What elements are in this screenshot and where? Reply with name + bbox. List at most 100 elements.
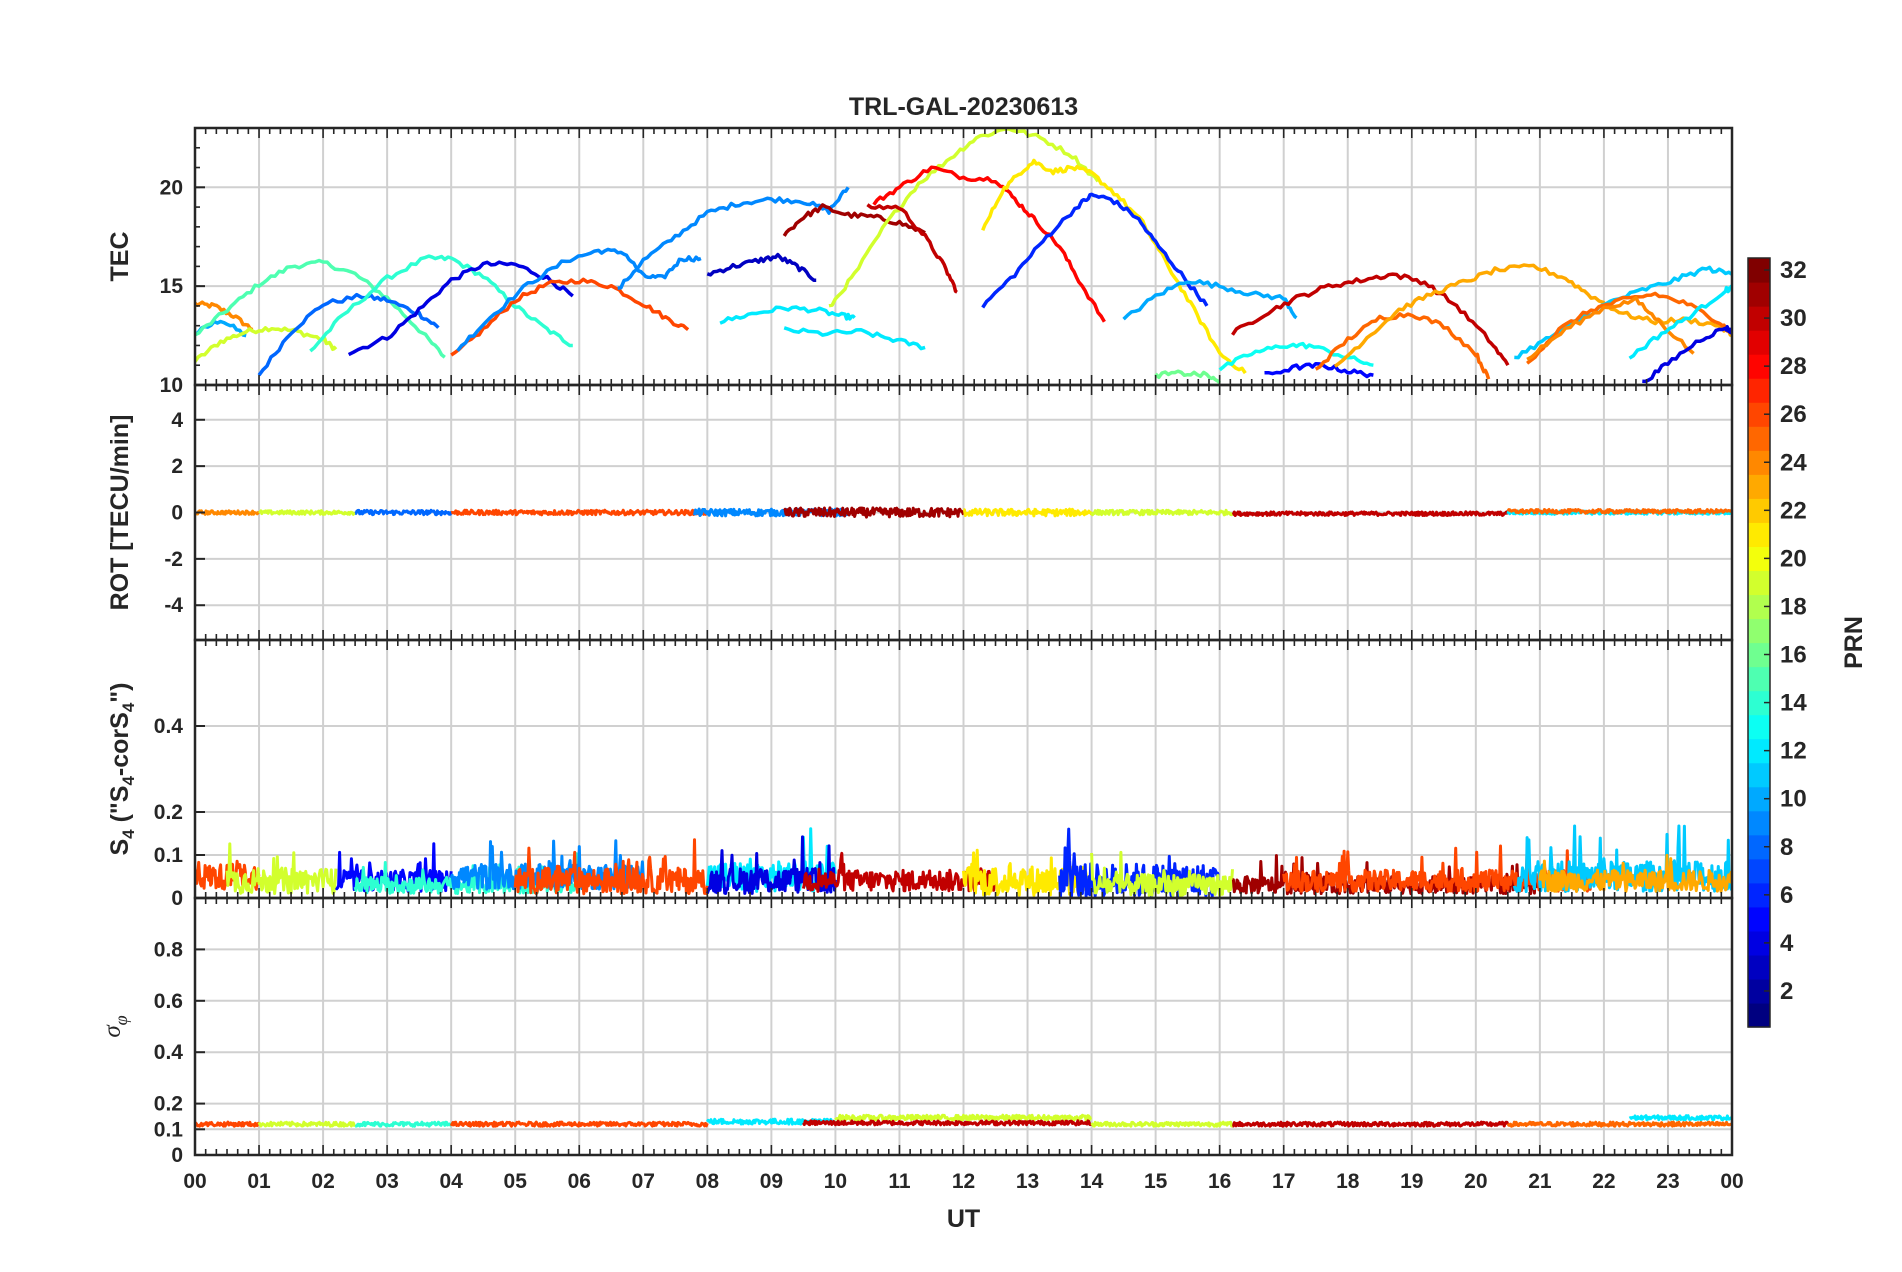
colorbar-segment [1748,402,1770,427]
tec-series-line [257,292,440,377]
colorbar-tick-label: 8 [1780,834,1793,861]
colorbar-segment [1748,594,1770,620]
s4-series-line [1058,827,1222,898]
x-axis-label: UT [947,1205,980,1233]
y-tick-label: -4 [164,594,183,617]
rot-series-line [354,508,453,517]
colorbar-tick-label: 10 [1780,786,1807,813]
colorbar-segment [1748,618,1770,644]
s4-series-line [225,842,338,896]
tec-series-line [828,128,1100,308]
panel-data [195,824,1732,898]
colorbar-segment [1748,786,1770,812]
x-tick-label: 21 [1528,1170,1552,1193]
panel-4: 0 0.10.2 0.4 0.6 0.8 σφ [99,896,1734,1167]
y-tick-label: 0.2 [154,801,183,824]
x-tick-label: 20 [1464,1170,1487,1193]
y-tick-label: 2 [171,455,183,478]
x-tick-label: 01 [247,1170,271,1193]
rot-series-line [258,509,357,516]
x-axis: 00 01 02 03 04 05 06 07 08 09 10 11 12 13 14 15 16 17 18 19… [183,1170,1743,1193]
colorbar-segment [1748,258,1770,283]
sigma-phi-series-line [802,1119,1093,1127]
colorbar-tick-label: 32 [1780,257,1807,284]
tec-series-line [1333,263,1732,368]
rot-series-line [195,509,261,516]
colorbar-tick-label: 26 [1780,401,1807,428]
sigma-phi-series-line [1090,1120,1234,1128]
sigma-phi-series-line [449,1120,709,1128]
tec-series-line [1642,324,1732,384]
x-tick-label: 07 [632,1170,655,1193]
x-tick-label: 06 [568,1170,591,1193]
y-tick-label: 0 [171,1144,183,1167]
x-tick-label: 16 [1208,1170,1231,1193]
y-tick-label: 0.6 [154,990,183,1013]
tec-series-line [347,260,574,357]
colorbar-segment [1748,1002,1770,1028]
colorbar-tick-label: 22 [1780,497,1807,524]
tec-series-line [783,326,926,351]
x-tick-label: 02 [311,1170,334,1193]
colorbar-segment [1748,762,1770,788]
colorbar-segment [1748,474,1770,499]
y-tick-label: 15 [160,275,184,298]
colorbar-segment [1748,354,1770,379]
tec-series-line [456,247,702,352]
colorbar-tick-label: 28 [1780,353,1807,380]
colorbar-segment [1748,858,1770,884]
x-tick-label: 17 [1272,1170,1295,1193]
y-axis-label: ROT [TECU/min] [106,415,134,611]
colorbar-tick-label: 4 [1780,930,1794,957]
colorbar-segment [1748,978,1770,1004]
colorbar-segment [1748,282,1770,307]
rot-series-line [693,507,850,518]
tec-series-line [450,277,690,357]
colorbar-segment [1748,330,1770,355]
tec-series-line [719,305,856,325]
y-tick-label: 0.2 [154,1093,183,1116]
colorbar-tick-label: 30 [1780,305,1807,332]
sigma-phi-series-line [195,1120,260,1128]
y-tick-label: 20 [160,176,183,199]
colorbar-segment [1748,834,1770,860]
x-tick-label: 00 [1720,1170,1743,1193]
tec-series-line [617,186,850,290]
panel-3: 0 0.1 0.2 0.4 S4 ("S4-corS4") [106,638,1734,910]
sigma-phi-series-line [1231,1120,1510,1128]
x-tick-label: 23 [1656,1170,1679,1193]
panel-data [195,128,1732,385]
colorbar-tick-label: 24 [1780,449,1807,476]
colorbar-tick-label: 2 [1780,978,1793,1005]
y-tick-label: 0.1 [154,1118,184,1141]
tec-series-line [1218,341,1374,372]
x-tick-label: 22 [1592,1170,1615,1193]
y-tick-label: 0 [171,887,183,910]
y-tick-label: 0 [171,502,183,525]
colorbar-segment [1748,498,1770,523]
panel-data [195,1113,1732,1128]
tec-series-line [981,192,1209,309]
colorbar-tick-label: 16 [1780,642,1807,669]
rot-series-line [962,507,1093,518]
rot-series-line [1231,510,1510,517]
x-tick-label: 18 [1336,1170,1360,1193]
x-tick-label: 12 [952,1170,975,1193]
rot-series-line [1090,508,1234,517]
tec-series-line [1526,291,1732,365]
panel-data [195,506,1732,519]
y-tick-label: 0.1 [154,844,184,867]
y-tick-label: 0.4 [154,1041,184,1064]
x-tick-label: 13 [1016,1170,1039,1193]
tec-series-line [866,203,958,294]
tec-series-line [195,300,254,332]
colorbar-segment [1748,882,1770,908]
sigma-phi-series-line [1628,1114,1732,1122]
colorbar-segment [1748,450,1770,475]
tec-series-line [1628,284,1732,360]
y-axis-label: S4 ("S4-corS4") [106,683,138,856]
panel-1: 10 15 20 TEC [106,126,1734,397]
